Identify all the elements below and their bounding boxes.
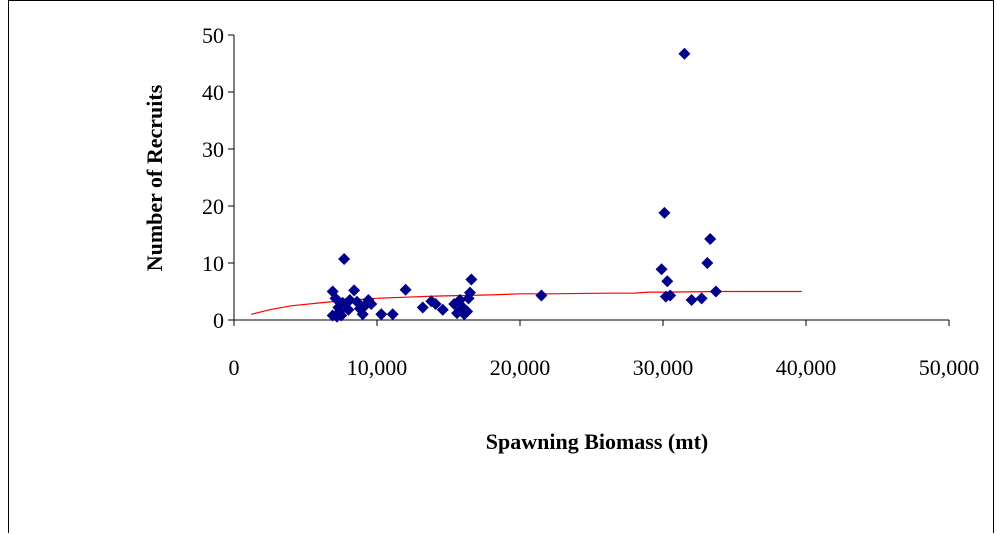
data-point	[463, 286, 476, 299]
y-tick-label: 50	[202, 23, 224, 48]
data-point	[658, 206, 671, 219]
data-point	[655, 263, 668, 276]
x-tick-label: 40,000	[776, 355, 837, 380]
chart-frame: 0 10 20 30 40 50 0 10,000 20,000 30,000 40,000 50,0…	[8, 0, 994, 533]
data-point	[386, 308, 399, 321]
data-point	[661, 275, 674, 288]
scatter-chart: 0 10 20 30 40 50 0 10,000 20,000 30,000 40,000 50,0…	[142, 23, 979, 454]
fitted-curve-line	[251, 290, 802, 315]
data-point	[704, 233, 717, 246]
data-point	[348, 284, 361, 297]
y-tick-label: 30	[202, 137, 224, 162]
data-point	[416, 301, 429, 314]
data-point	[399, 283, 412, 296]
x-axis-title: Spawning Biomass (mt)	[486, 429, 708, 454]
y-tick-label: 0	[213, 308, 224, 333]
ticks: 0 10 20 30 40 50 0 10,000 20,000 30,000 40,000 50,0…	[202, 23, 979, 380]
y-tick-label: 20	[202, 194, 224, 219]
data-point	[429, 298, 442, 311]
data-point	[701, 257, 714, 269]
x-tick-label: 10,000	[347, 355, 408, 380]
data-point	[535, 289, 548, 302]
x-tick-label: 0	[229, 355, 240, 380]
x-tick-label: 30,000	[633, 355, 694, 380]
fitted-curve	[251, 290, 802, 315]
y-axis-title: Number of Recruits	[142, 84, 167, 271]
data-point	[664, 289, 677, 302]
data-point	[375, 308, 388, 321]
axes	[233, 35, 949, 321]
data-point	[335, 309, 348, 322]
data-point	[436, 303, 449, 316]
data-point	[338, 253, 351, 266]
x-tick-label: 50,000	[919, 355, 980, 380]
data-point	[365, 298, 378, 311]
data-point	[342, 303, 355, 316]
x-tick-label: 20,000	[490, 355, 551, 380]
y-tick-label: 40	[202, 80, 224, 105]
data-point	[685, 294, 698, 307]
y-tick-label: 10	[202, 251, 224, 276]
data-point	[695, 292, 708, 305]
data-points	[326, 47, 722, 323]
data-point	[709, 285, 722, 298]
data-point	[678, 47, 691, 60]
data-point	[461, 305, 474, 318]
data-point	[356, 308, 369, 321]
data-point	[465, 273, 478, 286]
